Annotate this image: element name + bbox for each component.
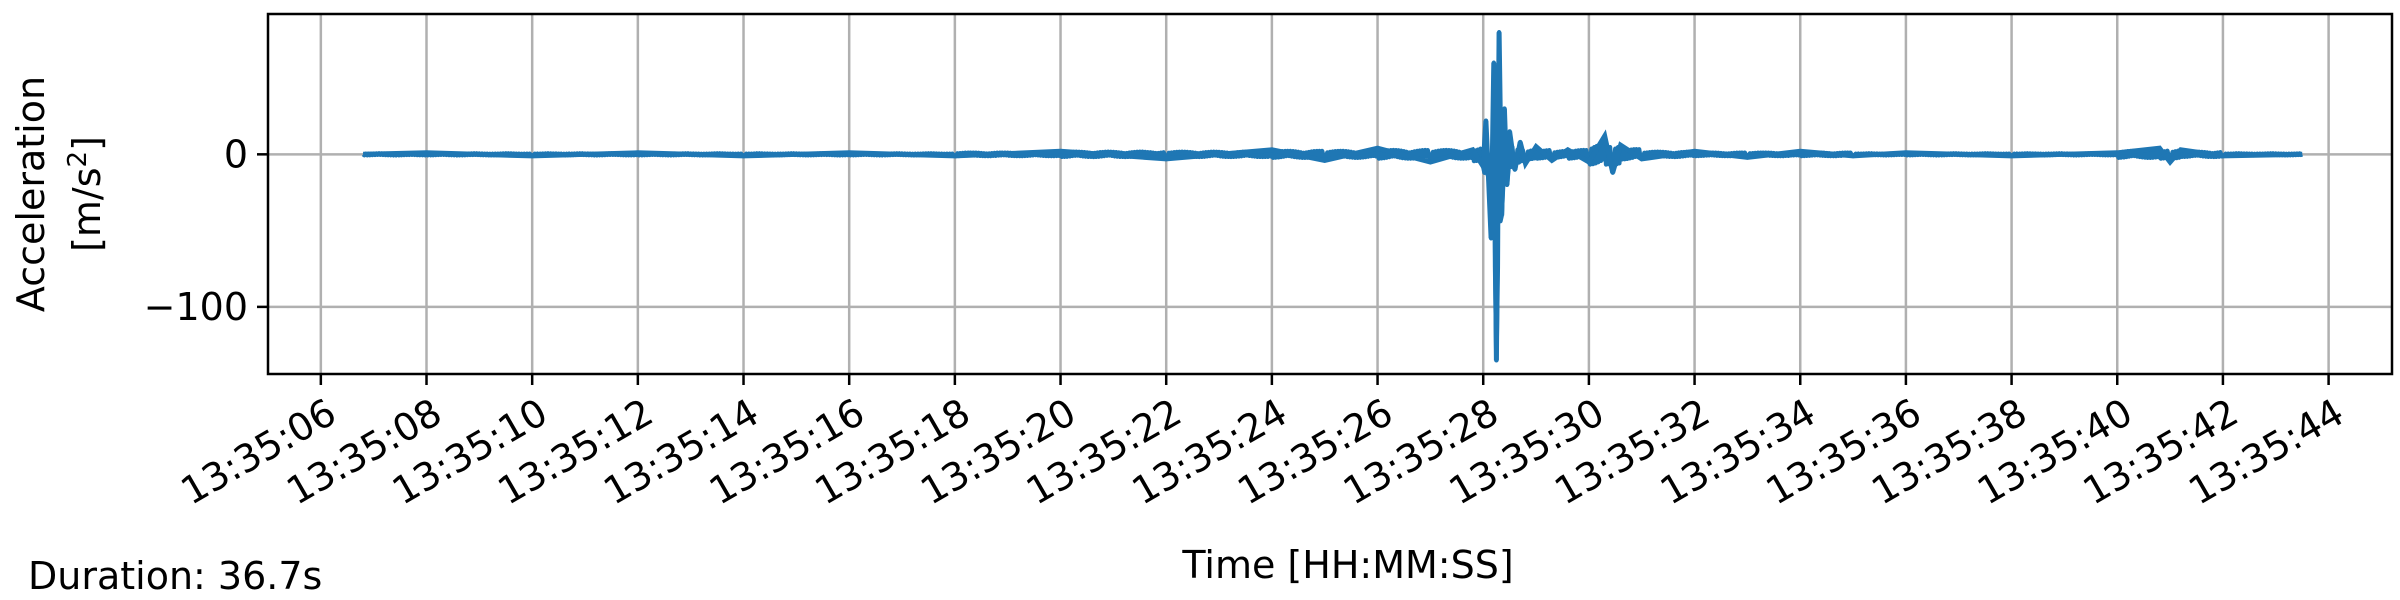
acceleration-series-peaks xyxy=(363,32,2303,361)
series-layer xyxy=(361,30,2304,363)
y-tick-label: 0 xyxy=(224,132,248,176)
y-axis-label: Acceleration xyxy=(9,76,53,312)
y-axis-unit-label: [m/s2] xyxy=(63,136,109,252)
x-axis: 13:35:0613:35:0813:35:1013:35:1213:35:14… xyxy=(174,374,2351,513)
y-axis-unit-prefix: [m/s xyxy=(65,167,109,251)
y-axis: 0 −100 xyxy=(144,132,268,329)
y-axis-unit-exponent: 2 xyxy=(63,151,93,168)
grid xyxy=(268,14,2392,374)
y-axis-unit-suffix: ] xyxy=(65,136,109,151)
y-tick-label: −100 xyxy=(144,285,248,329)
x-axis-label: Time [HH:MM:SS] xyxy=(1181,543,1513,587)
plot-area-frame xyxy=(266,12,2394,376)
duration-label: Duration: 36.7s xyxy=(28,554,323,598)
